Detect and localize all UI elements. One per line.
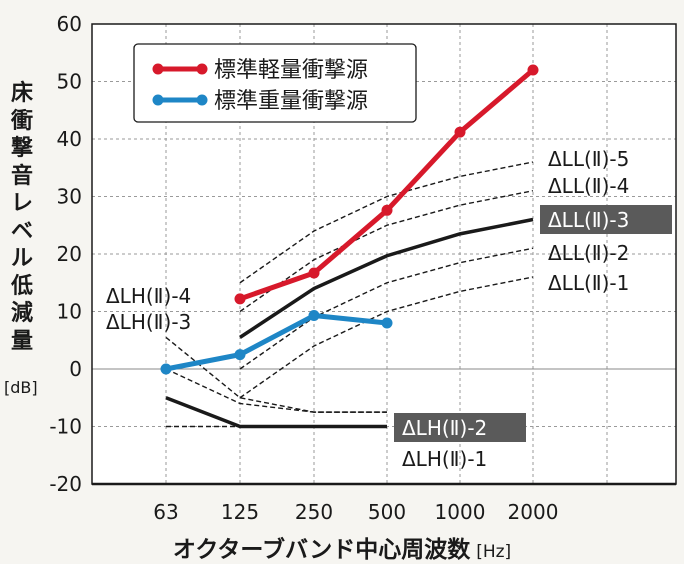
y-axis-label-char: 音 — [10, 163, 33, 189]
legend-marker — [196, 63, 208, 75]
y-tick-label: 10 — [57, 300, 82, 324]
y-axis-unit: [dB] — [4, 378, 38, 397]
series-line — [165, 313, 388, 372]
reference-curve-label: ΔLL(Ⅱ)-1 — [548, 271, 629, 295]
y-axis-label-char: ベ — [10, 218, 33, 244]
reference-curve — [239, 247, 534, 370]
reference-curve-label: ΔLL(Ⅱ)-4 — [548, 174, 629, 198]
axes — [91, 23, 677, 486]
reference-curve — [239, 190, 534, 313]
data-point — [381, 317, 393, 329]
y-axis-label-char: 低 — [10, 273, 33, 299]
y-tick-label: 0 — [69, 357, 82, 381]
y-tick-label: 50 — [57, 70, 82, 94]
data-point — [160, 363, 172, 375]
data-point — [381, 204, 393, 216]
y-axis-label-char: ル — [10, 246, 33, 271]
y-axis-label-char: 床 — [10, 81, 33, 106]
y-tick-label: 30 — [57, 185, 82, 209]
legend-label: 標準重量衝撃源 — [214, 89, 368, 114]
y-tick-label: 60 — [57, 12, 82, 36]
reference-curve-label: ΔLH(Ⅱ)-2 — [402, 416, 487, 440]
tick-labels: -20 -10 0 10 20 30 40 50 60 63 125 250 500 1000 2000 — [49, 12, 558, 524]
y-tick-label: 40 — [57, 127, 82, 151]
reference-curve-labels: ΔLL(Ⅱ)-5 ΔLL(Ⅱ)-4 ΔLL(Ⅱ)-3 ΔLL(Ⅱ)-2 ΔLL(Ⅱ)-1… — [106, 147, 672, 471]
y-tick-label: -10 — [49, 415, 82, 439]
y-tick-label: 20 — [57, 242, 82, 266]
y-axis-label-char: レ — [10, 191, 33, 216]
legend-marker — [196, 94, 208, 106]
data-point — [234, 349, 246, 361]
reference-label-box — [540, 205, 672, 234]
reference-curve-label: ΔLL(Ⅱ)-5 — [548, 147, 629, 171]
reference-curve — [239, 217, 534, 339]
legend-marker — [152, 63, 164, 75]
x-tick-label: 125 — [221, 500, 259, 524]
x-axis-title: オクターブバンド中心周波数 — [172, 537, 471, 563]
y-axis-label-char: 減 — [10, 301, 33, 326]
reference-curves — [165, 161, 534, 429]
reference-curve-label: ΔLH(Ⅱ)-1 — [402, 447, 487, 471]
data-point — [308, 267, 320, 279]
data-series — [160, 64, 539, 375]
x-axis-label: オクターブバンド中心周波数 [Hz] — [0, 530, 684, 564]
x-tick-label: 250 — [295, 500, 333, 524]
data-point — [527, 64, 539, 76]
x-axis-unit: [Hz] — [476, 542, 512, 562]
y-tick-label: -20 — [49, 472, 82, 496]
data-point — [308, 310, 320, 322]
y-axis-label-char: 量 — [10, 328, 33, 354]
reference-curve — [239, 161, 534, 284]
y-axis-label-char: 衝 — [10, 108, 33, 134]
reference-label-box — [394, 413, 526, 442]
reference-curve-label: ΔLL(Ⅱ)-3 — [548, 208, 629, 232]
reference-curve — [239, 276, 534, 399]
data-point — [454, 126, 466, 138]
y-axis-label-char: 撃 — [10, 136, 33, 161]
x-tick-label: 500 — [368, 500, 406, 524]
data-point — [234, 293, 246, 305]
y-axis-label: 床衝撃音レベル低減量 — [6, 80, 38, 355]
legend-marker — [152, 94, 164, 106]
legend-label: 標準軽量衝撃源 — [214, 58, 368, 83]
reference-curve — [165, 368, 387, 413]
reference-curve-label: ΔLH(Ⅱ)-4 — [106, 284, 191, 308]
reference-curve-label: ΔLL(Ⅱ)-2 — [548, 241, 629, 265]
reference-curve-label: ΔLH(Ⅱ)-3 — [106, 310, 191, 334]
x-tick-label: 63 — [153, 500, 178, 524]
x-tick-label: 1000 — [435, 500, 486, 524]
x-tick-label: 2000 — [508, 500, 559, 524]
